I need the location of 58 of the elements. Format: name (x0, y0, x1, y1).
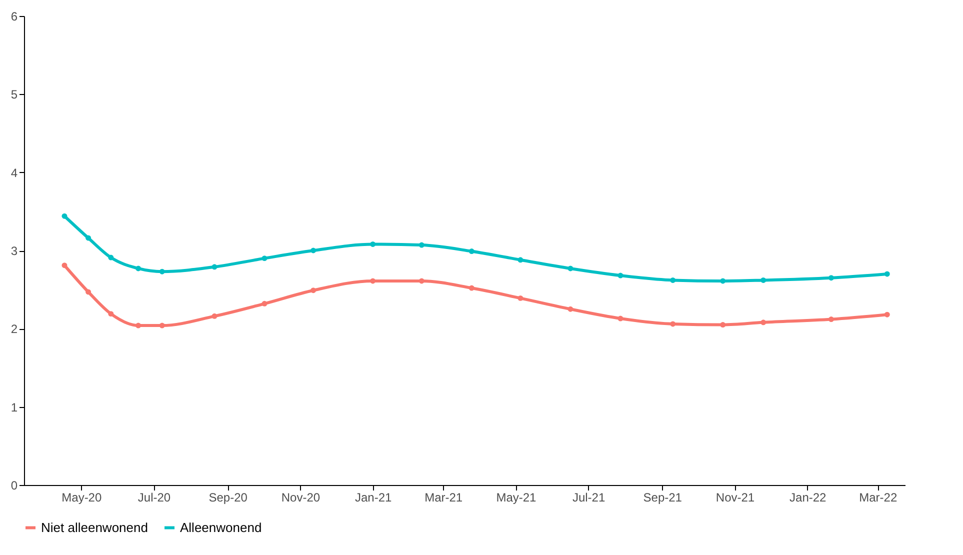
point (828, 275, 834, 281)
point (760, 277, 766, 283)
point (670, 321, 676, 327)
x-tick-label: Jan-21 (354, 490, 392, 504)
point (618, 272, 624, 278)
y-tick-label: 4 (10, 166, 18, 180)
point (159, 268, 165, 274)
point (568, 266, 574, 272)
point (720, 278, 726, 284)
x-tick-label: Mar-21 (424, 490, 463, 504)
point (518, 295, 524, 301)
point (884, 312, 890, 318)
legend-label: Niet alleenwonend (41, 520, 148, 535)
x-tick-label: Jan-22 (790, 490, 827, 504)
point (418, 242, 424, 248)
point (884, 271, 890, 277)
point (518, 257, 524, 263)
point (418, 278, 424, 284)
x-tick-label: Jul-20 (138, 490, 171, 504)
point (212, 264, 218, 270)
point (136, 266, 142, 272)
point (86, 235, 92, 241)
point (720, 322, 726, 328)
x-tick-label: Sep-21 (643, 490, 682, 504)
point (212, 313, 218, 319)
x-tick-label: May-20 (62, 490, 102, 504)
point (468, 248, 474, 254)
point (108, 254, 114, 260)
point (310, 248, 316, 254)
x-tick-label: Jul-21 (572, 490, 606, 504)
point (370, 242, 376, 247)
x-tick-label: Nov-21 (716, 490, 755, 504)
point (468, 285, 474, 291)
point (828, 316, 834, 322)
y-tick-label: 5 (10, 88, 18, 102)
x-tick-label: Sep-20 (208, 490, 248, 504)
x-tick-label: Nov-20 (281, 490, 320, 504)
point (108, 311, 114, 317)
point (568, 306, 574, 312)
point (760, 320, 766, 326)
point (86, 289, 92, 295)
point (62, 213, 68, 219)
point (159, 322, 165, 328)
y-tick-label: 0 (10, 478, 18, 492)
y-tick-label: 6 (10, 10, 18, 24)
point (262, 300, 268, 306)
x-tick-label: May-21 (496, 490, 537, 504)
point (670, 277, 676, 283)
y-tick-label: 2 (10, 322, 18, 336)
point (62, 262, 68, 268)
point (136, 322, 142, 328)
y-tick-label: 3 (10, 244, 18, 258)
y-tick-label: 1 (10, 400, 18, 414)
legend-label: Alleenwonend (180, 520, 262, 535)
point (262, 256, 268, 262)
point (618, 316, 624, 322)
x-tick-label: Mar-22 (859, 490, 898, 504)
point (310, 288, 316, 294)
